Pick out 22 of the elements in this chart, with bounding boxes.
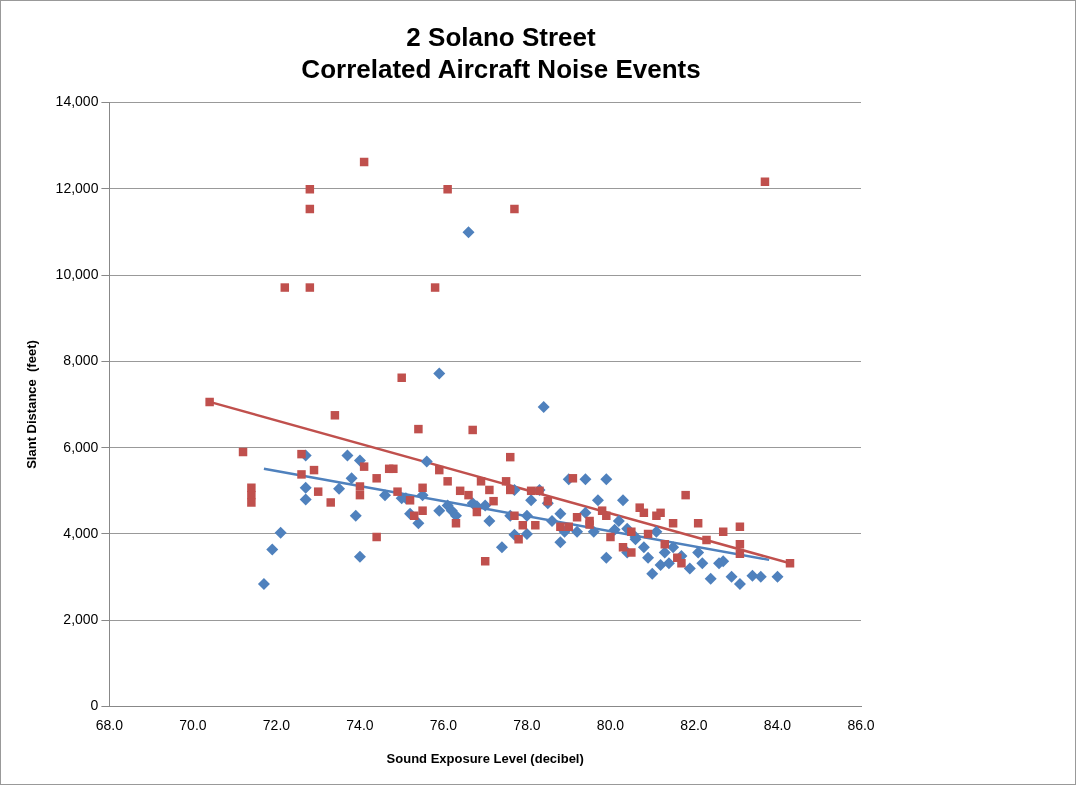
x-tick-label: 82.0 (680, 716, 708, 733)
y-tick-label: 2,000 (63, 611, 99, 628)
x-axis-title: Sound Exposure Level (decibel) (386, 750, 584, 766)
x-tick-label: 74.0 (346, 716, 374, 733)
chart-title: 2 Solano Street (405, 21, 597, 53)
x-tick-label: 72.0 (262, 716, 291, 733)
y-tick-label: 10,000 (55, 265, 99, 282)
y-tick-label: 8,000 (63, 352, 99, 369)
chart-subtitle: Correlated Aircraft Noise Events (300, 53, 702, 85)
x-tick-label: 76.0 (429, 716, 458, 733)
x-tick-label: 86.0 (847, 716, 875, 733)
y-tick-label: 0 (90, 697, 99, 714)
x-tick-label: 70.0 (179, 716, 207, 733)
x-tick-label: 78.0 (513, 716, 541, 733)
y-axis-title: Slant Distance (feet) (24, 340, 40, 469)
y-tick-label: 4,000 (63, 524, 99, 541)
x-tick-label: 84.0 (763, 716, 792, 733)
x-tick-label: 80.0 (596, 716, 625, 733)
x-tick-label: 68.0 (95, 716, 124, 733)
y-tick-label: 12,000 (55, 179, 99, 196)
y-tick-label: 6,000 (63, 438, 99, 455)
y-tick-label: 14,000 (55, 93, 99, 110)
